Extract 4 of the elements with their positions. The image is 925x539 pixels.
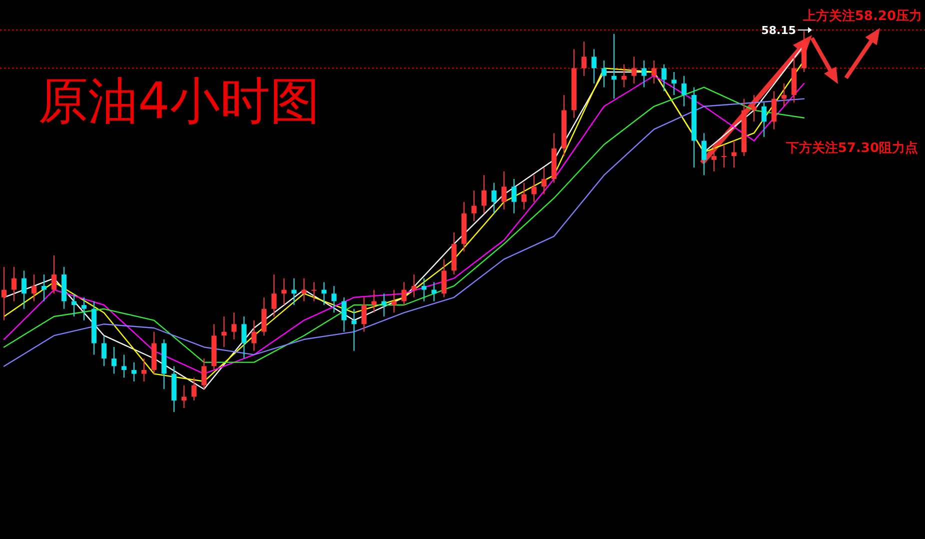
title: 原油4小时图 xyxy=(38,72,320,130)
annotation: 上方关注58.20压力 xyxy=(802,9,922,24)
annotation: 58.15 xyxy=(761,24,796,37)
annotation: 下方关注57.30阻力点 xyxy=(786,141,918,156)
